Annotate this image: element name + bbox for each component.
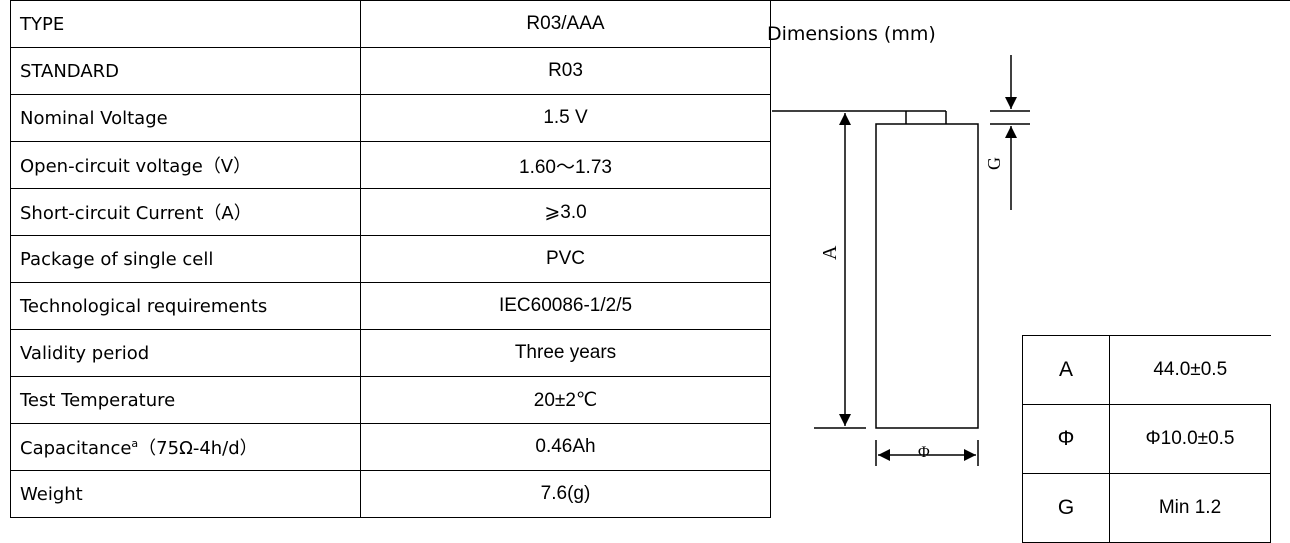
spec-label: Test Temperature: [10, 376, 361, 424]
capacitance-condition: （75Ω-4h/d）: [138, 438, 258, 459]
dimension-key: Φ: [1022, 404, 1110, 474]
capacitance-superscript: a: [131, 437, 139, 450]
spec-label: Open-circuit voltage（V）: [10, 141, 361, 189]
spec-row: Short-circuit Current（A） ⩾3.0: [10, 188, 771, 236]
diameter-label: Φ: [918, 444, 930, 461]
spec-row: Validity period Three years: [10, 329, 771, 377]
spec-label: Package of single cell: [10, 235, 361, 283]
spec-value: IEC60086-1/2/5: [360, 282, 771, 330]
dimension-value: Φ10.0±0.5: [1109, 404, 1271, 474]
spec-label: TYPE: [10, 0, 361, 48]
spec-value: 0.46Ah: [360, 423, 771, 471]
spec-value: 1.5 V: [360, 94, 771, 142]
dimensions-title: Dimensions (mm): [767, 23, 936, 45]
capacitance-label: Capacitance: [20, 438, 132, 459]
spec-row: Package of single cell PVC: [10, 235, 771, 283]
spec-value: 7.6(g): [360, 470, 771, 518]
spec-row: Open-circuit voltage（V） 1.60～1.73: [10, 141, 771, 189]
dimensions-row: G Min 1.2: [1022, 473, 1271, 543]
spec-row: Test Temperature 20±2℃: [10, 376, 771, 424]
spec-row: STANDARD R03: [10, 47, 771, 95]
spec-label: Technological requirements: [10, 282, 361, 330]
spec-row: TYPE R03/AAA: [10, 0, 771, 48]
dimension-value: Min 1.2: [1109, 473, 1271, 543]
spec-label: Weight: [10, 470, 361, 518]
dimension-key: A: [1022, 335, 1110, 405]
spec-row: Nominal Voltage 1.5 V: [10, 94, 771, 142]
dimensions-row: A 44.0±0.5: [1022, 335, 1271, 405]
spec-value: Three years: [360, 329, 771, 377]
battery-body: [875, 123, 979, 429]
height-label: A: [819, 245, 841, 260]
spec-row: Technological requirements IEC60086-1/2/5: [10, 282, 771, 330]
terminal-label: G: [984, 157, 1004, 170]
dimension-value: 44.0±0.5: [1109, 335, 1271, 405]
top-border-line: [761, 0, 1290, 1]
dimensions-table: A 44.0±0.5 Φ Φ10.0±0.5 G Min 1.2: [1022, 335, 1271, 543]
spec-value: 1.60～1.73: [360, 141, 771, 189]
spec-label: Nominal Voltage: [10, 94, 361, 142]
spec-value: ⩾3.0: [360, 188, 771, 236]
spec-value: R03/AAA: [360, 0, 771, 48]
spec-row: Weight 7.6(g): [10, 470, 771, 518]
dimension-key: G: [1022, 473, 1110, 543]
spec-table: TYPE R03/AAA STANDARD R03 Nominal Voltage 1…: [10, 0, 771, 518]
spec-row: Capacitancea（75Ω-4h/d） 0.46Ah: [10, 423, 771, 471]
dimensions-row: Φ Φ10.0±0.5: [1022, 404, 1271, 474]
spec-label: Short-circuit Current（A）: [10, 188, 361, 236]
spec-value: PVC: [360, 235, 771, 283]
spec-value: R03: [360, 47, 771, 95]
spec-label: Validity period: [10, 329, 361, 377]
